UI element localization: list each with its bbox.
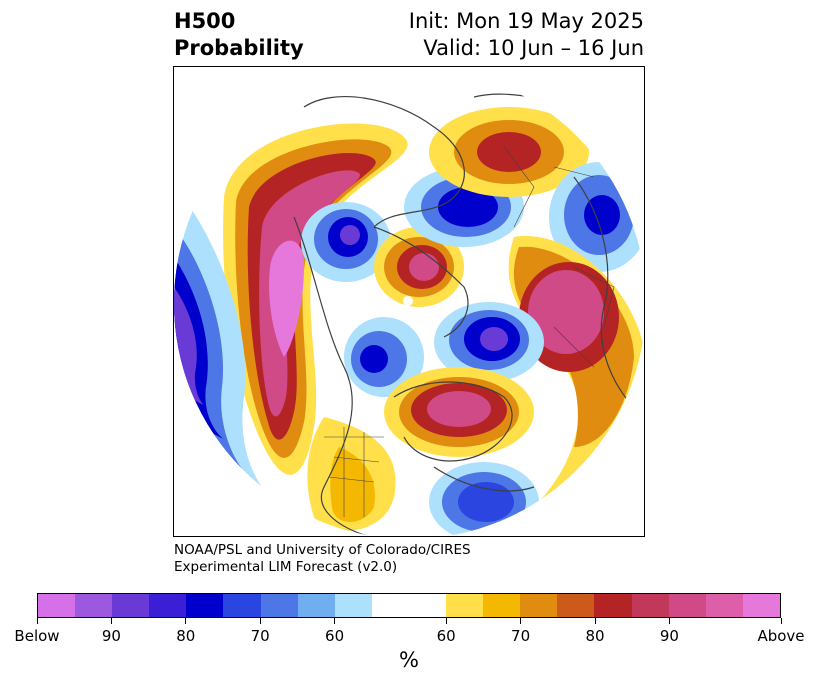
colorbar-tick [36, 618, 38, 624]
colorbar-tick [445, 618, 447, 624]
colorbar [37, 593, 781, 618]
colorbar-tick-label: 70 [511, 627, 531, 645]
init-date: Init: Mon 19 May 2025 [408, 9, 644, 33]
colorbar-segment [371, 594, 409, 617]
colorbar-tick-label: 70 [250, 627, 270, 645]
colorbar-tick-label: 90 [101, 627, 121, 645]
colorbar-tick-label: 60 [325, 627, 345, 645]
anomaly-above-west [223, 123, 408, 475]
borders [324, 146, 615, 517]
colorbar-tick [594, 618, 596, 624]
anomaly-below-atlantic [344, 317, 424, 397]
colorbar-segment [260, 594, 298, 617]
colorbar-tick-label: 60 [436, 627, 456, 645]
colorbar-segment [149, 594, 187, 617]
colorbar-tick-label: Below [14, 627, 60, 645]
colorbar-segment [38, 594, 76, 617]
colorbar-tick [334, 618, 336, 624]
map-panel [173, 66, 645, 537]
colorbar-segment [668, 594, 706, 617]
anomaly-above-europe [384, 367, 534, 457]
valid-range: Valid: 10 Jun – 16 Jun [423, 36, 644, 60]
anomaly-above-north [429, 107, 589, 197]
colorbar-tick [259, 618, 261, 624]
colorbar-tick-label: 80 [176, 627, 196, 645]
colorbar-segment [223, 594, 261, 617]
anomaly-below-canada [301, 202, 391, 282]
credit-line-1: NOAA/PSL and University of Colorado/CIRE… [174, 542, 471, 558]
colorbar-segment [334, 594, 372, 617]
anomaly-above-arctic-canada [374, 227, 464, 307]
colorbar-segment [705, 594, 743, 617]
colorbar-segment [631, 594, 669, 617]
colorbar-segment [520, 594, 558, 617]
title-left: H500 Probability [174, 8, 304, 62]
colorbar-segment [186, 594, 224, 617]
title-variable: H500 [174, 9, 236, 33]
colorbar-units: % [399, 648, 419, 672]
colorbar-tick [110, 618, 112, 624]
colorbar-tick-label: 90 [659, 627, 679, 645]
colorbar-segment [408, 594, 447, 617]
colorbar-segment [446, 594, 484, 617]
title-subtitle: Probability [174, 36, 304, 60]
colorbar-segment [742, 594, 780, 617]
colorbar-tick [780, 618, 782, 624]
colorbar-tick [520, 618, 522, 624]
colorbar-segment [594, 594, 632, 617]
colorbar-segment [557, 594, 595, 617]
colorbar-segment [112, 594, 150, 617]
title-right: Init: Mon 19 May 2025 Valid: 10 Jun – 16… [409, 8, 644, 62]
colorbar-segment [483, 594, 521, 617]
probability-map [174, 67, 644, 536]
colorbar-segment [297, 594, 335, 617]
colorbar-tick [185, 618, 187, 624]
coastlines [293, 93, 644, 536]
credit-text: NOAA/PSL and University of Colorado/CIRE… [174, 542, 471, 576]
colorbar-tick-label: Above [757, 627, 805, 645]
colorbar-tick [668, 618, 670, 624]
pole-marker [403, 296, 413, 306]
colorbar-segment [75, 594, 113, 617]
credit-line-2: Experimental LIM Forecast (v2.0) [174, 559, 398, 575]
colorbar-tick-label: 80 [585, 627, 605, 645]
